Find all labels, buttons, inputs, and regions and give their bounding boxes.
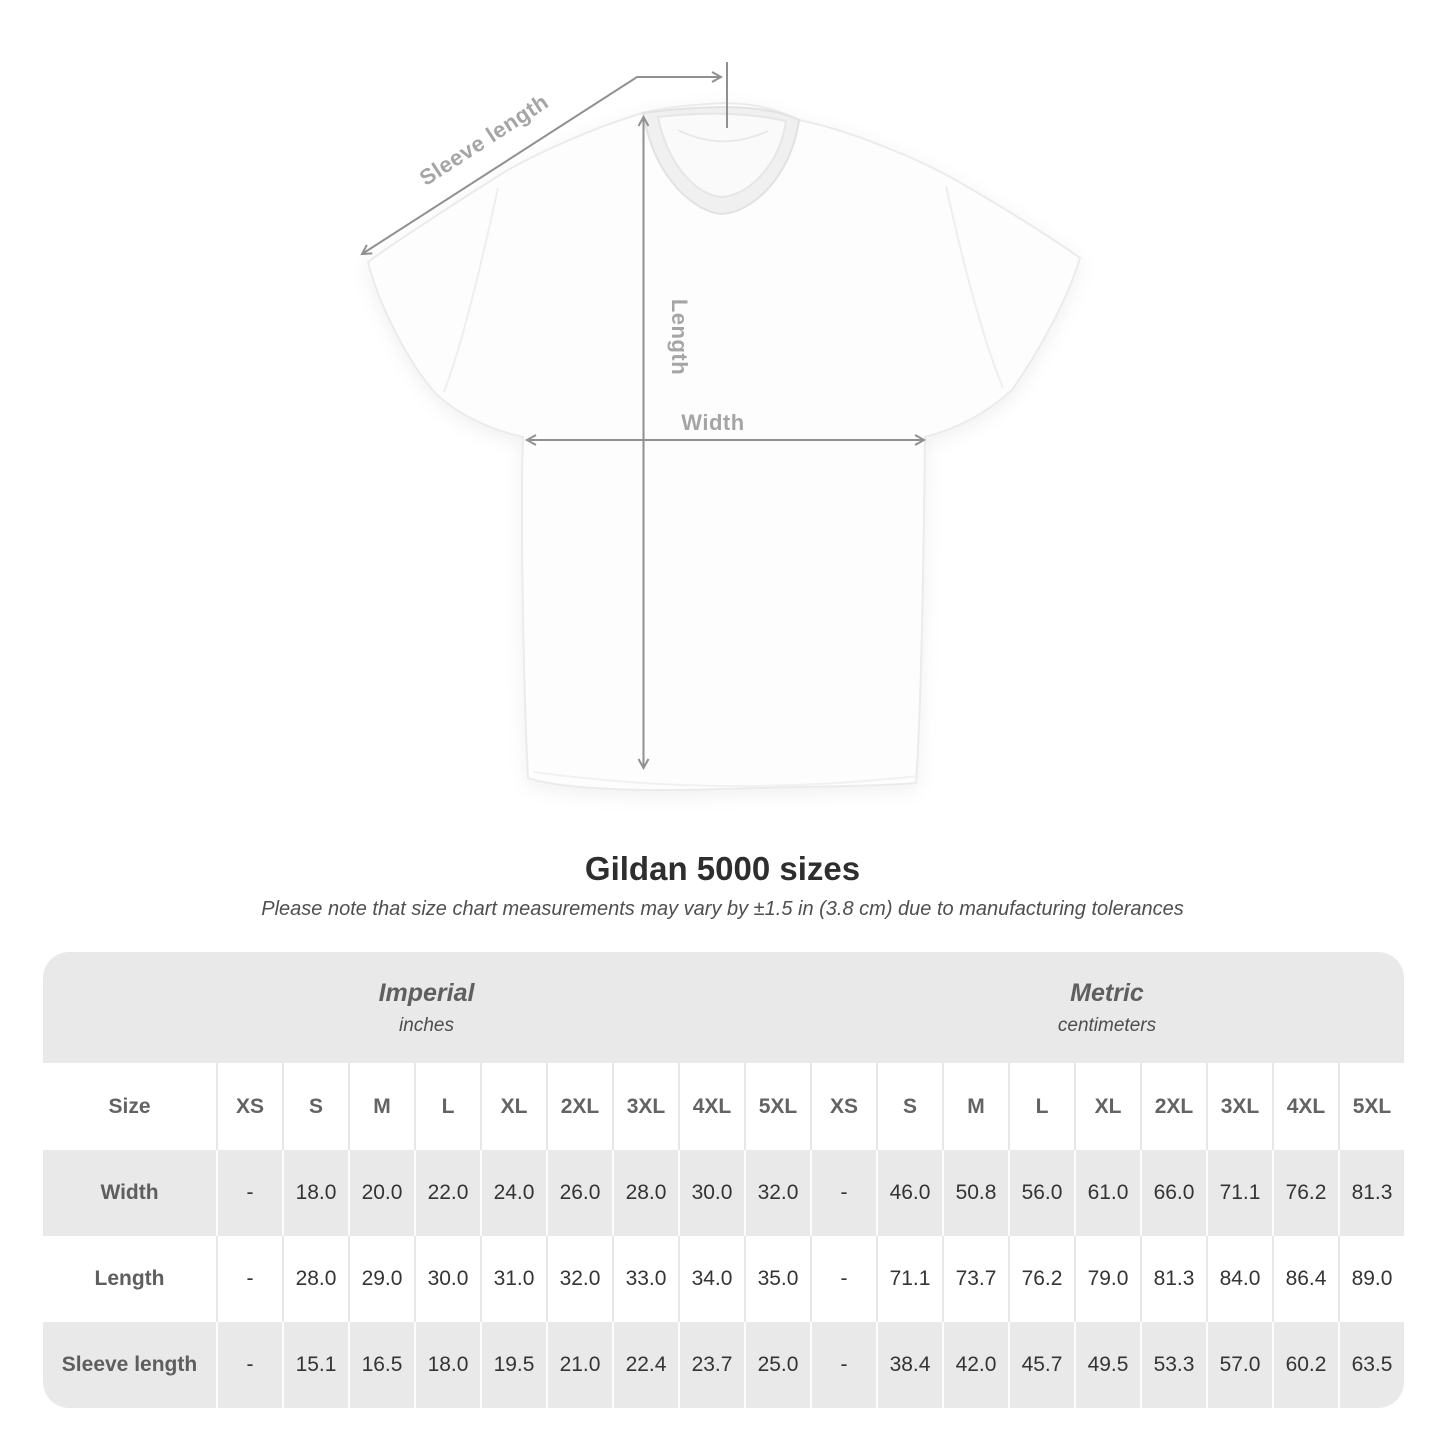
table-cell: - [810,1150,876,1236]
table-cell: 29.0 [348,1236,414,1322]
table-cell: 53.3 [1140,1322,1206,1408]
col-header: M [942,1063,1008,1150]
table-cell: 20.0 [348,1150,414,1236]
table-cell: 18.0 [414,1322,480,1408]
col-header: M [348,1063,414,1150]
table-cell: 50.8 [942,1150,1008,1236]
table-cell: 19.5 [480,1322,546,1408]
imperial-label: Imperial [378,978,475,1007]
table-cell: 22.0 [414,1150,480,1236]
table-cell: 46.0 [876,1150,942,1236]
row-label-length: Length [94,1267,165,1290]
width-label: Width [681,410,744,435]
col-header: 2XL [1140,1063,1206,1150]
table-cell: 22.4 [612,1322,678,1408]
table-cell: 32.0 [744,1150,810,1236]
tshirt-graphic [366,101,1082,792]
row-label-sleeve-length: Sleeve length [43,1322,216,1408]
table-cell: 81.3 [1338,1150,1404,1236]
table-cell: 71.1 [876,1236,942,1322]
col-header: S [876,1063,942,1150]
right-sleeve-seam [945,185,1004,389]
table-cell: 60.2 [1272,1322,1338,1408]
table-cell: - [216,1150,282,1236]
table-cell: 73.7 [942,1236,1008,1322]
table-cell: - [216,1322,282,1408]
table-cell: 35.0 [744,1236,810,1322]
table-cell: 45.7 [1008,1322,1074,1408]
page-title: Gildan 5000 sizes [584,850,861,887]
col-header: XS [810,1063,876,1150]
table-cell: 79.0 [1074,1236,1140,1322]
table-cell: 66.0 [1140,1150,1206,1236]
metric-unit-group: Metric centimeters [810,952,1404,1063]
table-cell: 26.0 [546,1150,612,1236]
table-cell: 24.0 [480,1150,546,1236]
col-header: 2XL [546,1063,612,1150]
col-header: 3XL [1206,1063,1272,1150]
length-label: Length [667,299,692,375]
table-cell: 61.0 [1074,1150,1140,1236]
size-table: Imperial inches Metric centimeters Size … [43,952,1404,1408]
table-cell: 23.7 [678,1322,744,1408]
table-cell: 28.0 [282,1236,348,1322]
table-cell: 25.0 [744,1322,810,1408]
col-header: 4XL [678,1063,744,1150]
row-label-width: Width [43,1150,216,1236]
table-cell: 89.0 [1338,1236,1404,1322]
table-cell: 76.2 [1272,1150,1338,1236]
table-cell: 32.0 [546,1236,612,1322]
col-header: 4XL [1272,1063,1338,1150]
table-cell: 30.0 [678,1150,744,1236]
col-header: 3XL [612,1063,678,1150]
col-header: XL [1074,1063,1140,1150]
table-cell: 57.0 [1206,1322,1272,1408]
table-cell: 38.4 [876,1322,942,1408]
imperial-unit-group: Imperial inches [43,952,810,1063]
table-cell: - [810,1322,876,1408]
col-header: L [414,1063,480,1150]
col-header: L [1008,1063,1074,1150]
table-cell: 15.1 [282,1322,348,1408]
corner-header: Size [108,1094,151,1118]
table-cell: 21.0 [546,1322,612,1408]
table-cell: 31.0 [480,1236,546,1322]
table-cell: 30.0 [414,1236,480,1322]
metric-unit: centimeters [1057,1014,1157,1036]
dimension-lines [360,62,927,771]
metric-label: Metric [1070,978,1144,1007]
col-header: XL [480,1063,546,1150]
table-cell: 28.0 [612,1150,678,1236]
tolerance-note: Please note that size chart measurements… [261,898,1184,920]
imperial-unit: inches [399,1014,454,1036]
table-cell: 84.0 [1206,1236,1272,1322]
tshirt-measurement-diagram: Sleeve length Length Width [360,62,1082,792]
table-cell: 81.3 [1140,1236,1206,1322]
table-cell: 16.5 [348,1322,414,1408]
table-cell: 42.0 [942,1322,1008,1408]
sleeve-dimension-line [360,71,724,256]
hem-shadow [533,771,919,788]
table-cell: 34.0 [678,1236,744,1322]
table-cell: 86.4 [1272,1236,1338,1322]
table-cell: 63.5 [1338,1322,1404,1408]
col-header: S [282,1063,348,1150]
table-cell: 18.0 [282,1150,348,1236]
table-cell: 56.0 [1008,1150,1074,1236]
col-header: 5XL [1338,1063,1404,1150]
table-cell: - [810,1236,876,1322]
table-cell: 33.0 [612,1236,678,1322]
table-cell: - [216,1236,282,1322]
col-header: 5XL [744,1063,810,1150]
table-cell: 76.2 [1008,1236,1074,1322]
table-cell: 71.1 [1206,1150,1272,1236]
col-header: XS [216,1063,282,1150]
table-cell: 49.5 [1074,1322,1140,1408]
